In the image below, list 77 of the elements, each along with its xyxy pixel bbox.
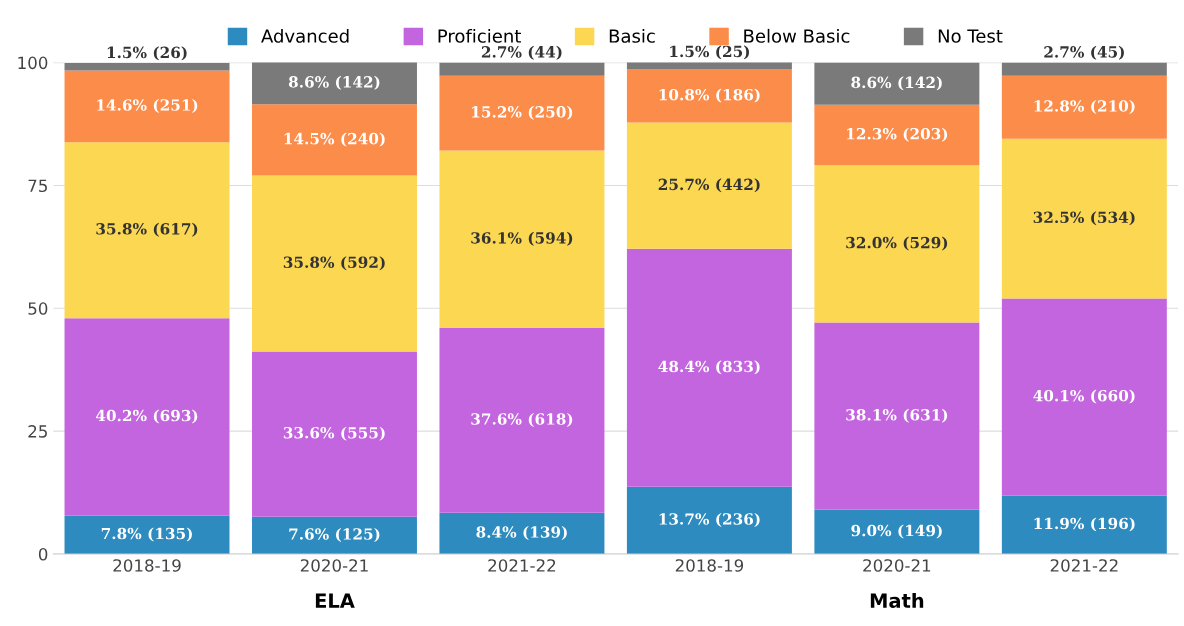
bar bbox=[64, 515, 230, 555]
x-tick-label: 2020-21 bbox=[300, 559, 368, 572]
y-tick-label: 0 bbox=[38, 547, 48, 561]
bar bbox=[814, 509, 980, 555]
bar bbox=[814, 62, 980, 105]
legend-label: Below Basic bbox=[744, 28, 850, 43]
data-label: 48.4% (833) bbox=[658, 360, 760, 375]
y-tick-label: 100 bbox=[18, 56, 48, 70]
data-label: 35.8% (592) bbox=[283, 256, 385, 271]
bar bbox=[64, 318, 230, 516]
bar bbox=[814, 104, 980, 166]
x-tick-label: 2018-19 bbox=[113, 559, 181, 572]
bar bbox=[251, 175, 417, 352]
data-label: 7.6% (125) bbox=[289, 527, 380, 542]
data-label: 14.5% (240) bbox=[284, 132, 385, 147]
bar bbox=[1001, 138, 1167, 299]
bar bbox=[64, 70, 230, 143]
bar bbox=[64, 63, 230, 71]
data-label: 15.2% (250) bbox=[472, 105, 573, 120]
data-label: 2.7% (45) bbox=[1044, 45, 1124, 60]
data-label: 12.3% (203) bbox=[847, 127, 948, 142]
legend-label: Basic bbox=[609, 28, 655, 43]
data-label: 8.4% (139) bbox=[476, 525, 567, 540]
bar bbox=[1001, 298, 1167, 496]
y-tick-label: 25 bbox=[28, 425, 47, 438]
bar bbox=[251, 351, 417, 517]
bar bbox=[251, 104, 417, 176]
data-label: 36.1% (594) bbox=[471, 231, 573, 246]
bar bbox=[1001, 62, 1167, 76]
data-label: 14.6% (251) bbox=[97, 98, 198, 113]
y-tick-label: 50 bbox=[28, 302, 48, 315]
data-label: 8.6% (142) bbox=[851, 76, 942, 91]
data-label: 10.8% (186) bbox=[659, 88, 760, 103]
data-label: 40.1% (660) bbox=[1033, 389, 1135, 404]
data-label: 1.5% (25) bbox=[670, 45, 750, 60]
data-label: 8.6% (142) bbox=[288, 75, 380, 90]
bar bbox=[1001, 495, 1167, 555]
bar bbox=[251, 516, 417, 555]
bar bbox=[626, 248, 792, 487]
data-label: 35.8% (617) bbox=[96, 222, 198, 237]
legend-label: Advanced bbox=[261, 28, 349, 43]
x-tick-label: 2021-22 bbox=[488, 559, 556, 572]
data-label: 11.9% (196) bbox=[1034, 517, 1135, 532]
y-tick-label: 75 bbox=[28, 179, 47, 193]
bar bbox=[439, 327, 605, 513]
data-label: 9.0% (149) bbox=[851, 524, 942, 539]
data-label: 1.5% (26) bbox=[107, 46, 187, 61]
text: Math bbox=[870, 592, 924, 608]
data-label: 12.8% (210) bbox=[1034, 99, 1135, 114]
bar bbox=[626, 69, 792, 123]
data-label: 40.2% (693) bbox=[95, 409, 198, 424]
data-label: 38.1% (631) bbox=[846, 408, 948, 423]
bar bbox=[439, 75, 605, 151]
legend-label: No Test bbox=[938, 29, 1003, 43]
data-label: 25.7% (442) bbox=[658, 178, 760, 193]
data-label: 13.7% (236) bbox=[659, 512, 760, 527]
x-tick-label: 2021-22 bbox=[1050, 559, 1118, 572]
bar bbox=[626, 122, 792, 249]
x-tick-label: 2018-19 bbox=[675, 559, 744, 572]
text: ELA bbox=[315, 593, 355, 608]
bar bbox=[251, 62, 417, 105]
x-tick-label: 2020-21 bbox=[863, 559, 931, 572]
bar bbox=[439, 150, 605, 328]
bar bbox=[814, 322, 980, 510]
data-label: 32.5% (534) bbox=[1033, 211, 1135, 226]
data-label: 32.0% (529) bbox=[846, 236, 948, 251]
data-label: 7.8% (135) bbox=[101, 527, 192, 542]
bar bbox=[439, 62, 605, 76]
bar bbox=[439, 512, 605, 555]
data-label: 33.6% (555) bbox=[283, 426, 385, 441]
bar bbox=[814, 165, 980, 323]
data-label: 2.7% (44) bbox=[481, 45, 562, 60]
data-label: 37.6% (618) bbox=[471, 412, 573, 427]
bar bbox=[1001, 75, 1167, 139]
bar bbox=[626, 486, 792, 555]
bar bbox=[64, 142, 230, 319]
legend-label: Proficient bbox=[438, 28, 521, 43]
